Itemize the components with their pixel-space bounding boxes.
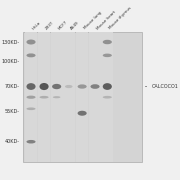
Text: 40KD-: 40KD-	[5, 139, 20, 144]
Text: MCF7: MCF7	[57, 20, 68, 30]
Bar	[25, 32, 37, 162]
Ellipse shape	[26, 96, 36, 99]
Text: 100KD-: 100KD-	[2, 59, 20, 64]
Ellipse shape	[53, 96, 60, 98]
Text: HeLa: HeLa	[32, 20, 42, 30]
Ellipse shape	[26, 140, 36, 143]
Ellipse shape	[26, 107, 36, 110]
Ellipse shape	[91, 84, 100, 89]
Ellipse shape	[26, 53, 36, 57]
Text: Mouse heart: Mouse heart	[96, 10, 117, 30]
Text: Mouse lung: Mouse lung	[83, 11, 102, 30]
Text: 130KD-: 130KD-	[2, 40, 20, 44]
Ellipse shape	[103, 83, 112, 90]
Ellipse shape	[103, 96, 112, 98]
Ellipse shape	[26, 40, 36, 44]
Text: Mouse thymus: Mouse thymus	[108, 6, 132, 30]
Bar	[63, 32, 75, 162]
Text: 70KD-: 70KD-	[5, 84, 20, 89]
Ellipse shape	[103, 40, 112, 44]
Bar	[23, 32, 142, 162]
Ellipse shape	[52, 84, 61, 89]
Bar	[76, 32, 88, 162]
Ellipse shape	[78, 84, 87, 89]
Bar	[101, 32, 113, 162]
Bar	[51, 32, 63, 162]
Text: 55KD-: 55KD-	[5, 109, 20, 114]
Bar	[38, 32, 50, 162]
Ellipse shape	[26, 83, 36, 90]
Text: A549: A549	[69, 20, 80, 30]
Bar	[89, 32, 101, 162]
Ellipse shape	[39, 96, 49, 98]
Ellipse shape	[39, 83, 49, 90]
Text: 293T: 293T	[45, 20, 55, 30]
Ellipse shape	[78, 111, 87, 116]
Text: CALCOCO1: CALCOCO1	[145, 84, 179, 89]
Ellipse shape	[65, 85, 73, 88]
Ellipse shape	[103, 54, 112, 57]
